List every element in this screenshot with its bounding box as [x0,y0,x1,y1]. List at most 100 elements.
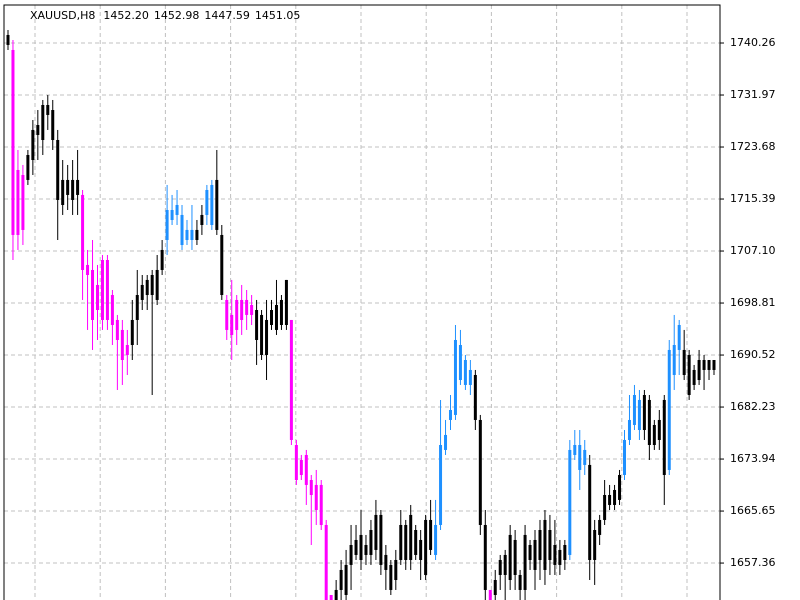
y-tick-label: 1698.81 [730,296,776,309]
candle-body [76,179,80,195]
candle-body [707,359,711,370]
header-value: 1452.98 [154,9,200,22]
candle-body [324,524,328,600]
candle-body [712,359,716,370]
header-value: 1452.20 [103,9,149,22]
candle-body [86,264,90,275]
candle-body [140,284,144,300]
candle-body [677,324,681,350]
candle-body [190,229,194,240]
candle-body [255,310,259,340]
candle-body [165,210,169,240]
candle-body [652,424,656,445]
candle-body [608,494,612,505]
candle-body [115,319,119,340]
candle-body [513,539,517,575]
candle-body [399,524,403,560]
candle-body [478,419,482,525]
candle-body [81,194,85,270]
candle-body [145,279,149,296]
candles [6,29,716,600]
candle-body [250,304,254,315]
candle-body [71,179,75,200]
candle-body [91,269,95,320]
candle-body [528,544,532,560]
candle-body [215,179,219,230]
candle-body [394,559,398,580]
candle-body [463,359,467,385]
candle-body [647,399,651,445]
header-value: 1447.59 [204,9,250,22]
candle-body [230,314,234,335]
candle-body [503,554,507,575]
y-tick-label: 1740.26 [730,36,776,49]
candle-body [135,295,139,320]
candle-body [304,454,308,485]
y-tick-label: 1665.65 [730,504,776,517]
candle-body [687,354,691,396]
candle-body [66,179,70,195]
candle-body [41,104,45,140]
candle-body [270,310,274,325]
candle-body [195,229,199,240]
candle-body [36,125,40,135]
candle-body [299,459,303,475]
candle-body [21,175,25,230]
candle-body [444,434,448,450]
candle-body [419,539,423,560]
candle-body [603,494,607,520]
candle-body [289,319,293,440]
candle-body [225,299,229,330]
candle-body [473,374,477,420]
candle-body [439,444,443,525]
symbol: XAUUSD,H8 [30,9,95,22]
y-tick-label: 1673.94 [730,452,776,465]
candle-body [429,519,433,550]
candle-body [632,395,636,425]
candle-body [483,524,487,590]
candle-body [692,369,696,385]
candle-body [6,34,10,45]
candle-body [627,419,631,440]
candle-body [543,519,547,570]
header-value: 1451.05 [255,9,301,22]
candle-body [523,534,527,590]
candle-body [488,589,492,600]
candle-body [573,444,577,455]
candle-body [105,260,109,320]
candle-body [279,299,283,325]
candle-body [588,464,592,560]
y-tick-label: 1731.97 [730,88,776,101]
candle-body [657,419,661,440]
candle-body [672,345,676,375]
y-tick-label: 1682.23 [730,400,776,413]
candle-body [200,214,204,225]
candle-body [284,279,288,325]
candle-body [374,514,378,550]
candle-body [344,564,348,595]
candle-body [578,444,582,470]
candle-body [384,554,388,570]
candle-body [235,299,239,330]
candle-body [548,529,552,560]
candle-body [46,104,50,115]
candle-body [100,260,104,320]
candle-body [618,474,622,500]
candle-body [558,549,562,565]
candle-body [359,534,363,560]
candle-body [260,314,264,355]
plot-frame [3,4,721,600]
candle-body [95,284,99,311]
y-tick-label: 1707.10 [730,244,776,257]
candle-body [339,569,343,590]
candle-body [404,524,408,560]
candle-body [508,534,512,580]
candle-body [369,529,373,555]
candle-body [702,359,706,370]
candle-body [240,299,244,320]
candle-body [389,564,393,590]
candle-body [56,139,60,200]
candle-body [220,234,224,296]
